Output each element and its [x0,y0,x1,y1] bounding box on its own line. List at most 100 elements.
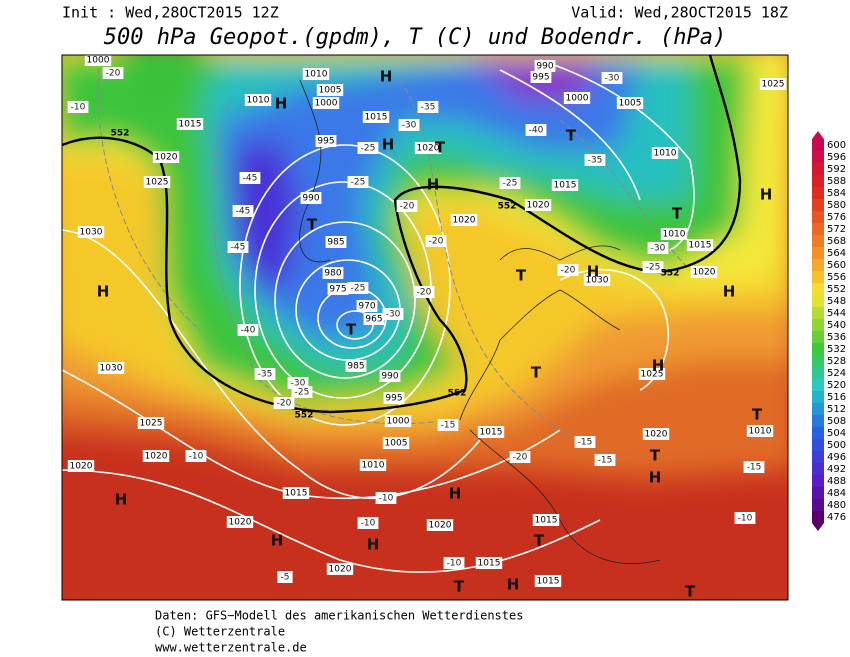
isotherm-label: -35 [588,156,603,166]
isotherm-label: -20 [277,399,292,409]
colorbar-label: 512 [827,404,846,415]
isobar-label-box [363,313,385,325]
isobar-label-box [345,360,367,372]
colorbar-swatch [812,487,824,499]
colorbar-swatch [812,187,824,199]
isobar-label: 1010 [749,427,772,437]
isobar-label-box [638,368,666,380]
colorbar-label: 488 [827,476,846,487]
colorbar-label: 552 [827,284,846,295]
colorbar-label: 508 [827,416,846,427]
isotherm-label-box [382,308,404,320]
colorbar-label: 496 [827,452,846,463]
isobar-label-box [137,417,165,429]
isotherm-label: -40 [529,126,544,136]
colorbar-swatch [812,247,824,259]
isotherm-label: -10 [189,452,204,462]
colorbar-label: 596 [827,152,846,163]
colorbar-swatch [812,223,824,235]
isotherm-label-box [443,557,465,569]
isotherm-label: -25 [646,263,661,273]
isobar-label-box [690,266,718,278]
isobar-label: 965 [365,315,382,325]
isobar-label: 995 [532,73,549,83]
isobar-label-box [143,176,171,188]
colorbar-swatch [812,463,824,475]
contour-label: 552 [498,202,517,212]
isotherm-label-box [185,450,207,462]
isobar-label-box [84,55,112,66]
isobar-label: 995 [317,137,334,147]
isotherm-label-box [499,177,521,189]
isobar-label-box [583,274,611,286]
isobar-label-box [315,135,337,147]
colorbar-label: 520 [827,380,846,391]
isotherm-label-box [396,200,418,212]
isobar-label: 1010 [305,70,328,80]
isobar-label-box [551,179,579,191]
colorbar-swatch [812,439,824,451]
isobar-label: 1005 [319,86,342,96]
pressure-center: T [566,127,577,145]
isotherm-label-box [375,492,397,504]
colorbar-swatch [812,331,824,343]
isobar-label-box [77,226,105,238]
isotherm-label: -35 [421,103,436,113]
pressure-center: T [685,583,696,601]
isobar-label-box [383,392,405,404]
isobar-label: 1025 [641,370,664,380]
isobar-label: 995 [385,394,402,404]
isotherm-label-box [277,571,293,583]
contour-552 [62,55,742,414]
pressure-center: T [534,532,545,550]
isotherm-label-box [734,512,756,524]
isobar-label-box [300,192,322,204]
colorbar-label: 560 [827,260,846,271]
footer-url: www.wetterzentrale.de [155,641,307,655]
contour-label: 552 [295,411,314,421]
colorbar-label: 564 [827,248,846,259]
isobar-label-box [302,68,330,80]
coastlines [299,79,661,564]
isobar-label: 1020 [453,216,476,226]
isobar-label-box [616,97,644,109]
isobar-label-box [534,575,562,587]
pressure-center: H [723,283,736,301]
isotherm-label-box [239,172,261,184]
colorbar-label: 492 [827,464,846,475]
isobar-label: 1020 [70,462,93,472]
valid-time: Valid: Wed,28OCT2015 18Z [571,4,788,22]
colorbar-label: 592 [827,164,846,175]
isotherm-label: -25 [503,179,518,189]
isobar-label: 1020 [329,565,352,575]
colorbar-label: 576 [827,212,846,223]
isotherm-label: -10 [71,103,86,113]
isotherm-label: -30 [291,379,306,389]
pressure-center: H [382,136,395,154]
isobar-label-box [477,426,505,438]
isobar-label-box [176,118,204,130]
colorbar-label: 588 [827,176,846,187]
colorbar-swatch [812,259,824,271]
colorbar-swatch [812,475,824,487]
isotherm-label: -45 [243,174,258,184]
colorbar-label: 584 [827,188,846,199]
isobar-label: 1000 [566,94,589,104]
isotherm-label: -45 [231,243,246,253]
isobar-label-box [642,428,670,440]
pressure-center: H [367,536,380,554]
isotherm-label-box [425,235,447,247]
pressure-center: H [649,469,662,487]
isotherm-label: -30 [402,121,417,131]
isotherm-label: -5 [281,573,290,583]
isobar-label-box [356,300,378,312]
isobar-label: 1025 [762,80,785,90]
colorbar-swatch [812,511,824,523]
isobar-label: 1030 [100,364,123,374]
pressure-center: T [650,447,661,465]
isotherm-label: -25 [361,144,376,154]
pressure-center: T [346,321,357,339]
isobar-label-box [379,370,401,382]
isotherm-label-box [237,324,259,336]
isotherm-label-box [557,264,579,276]
